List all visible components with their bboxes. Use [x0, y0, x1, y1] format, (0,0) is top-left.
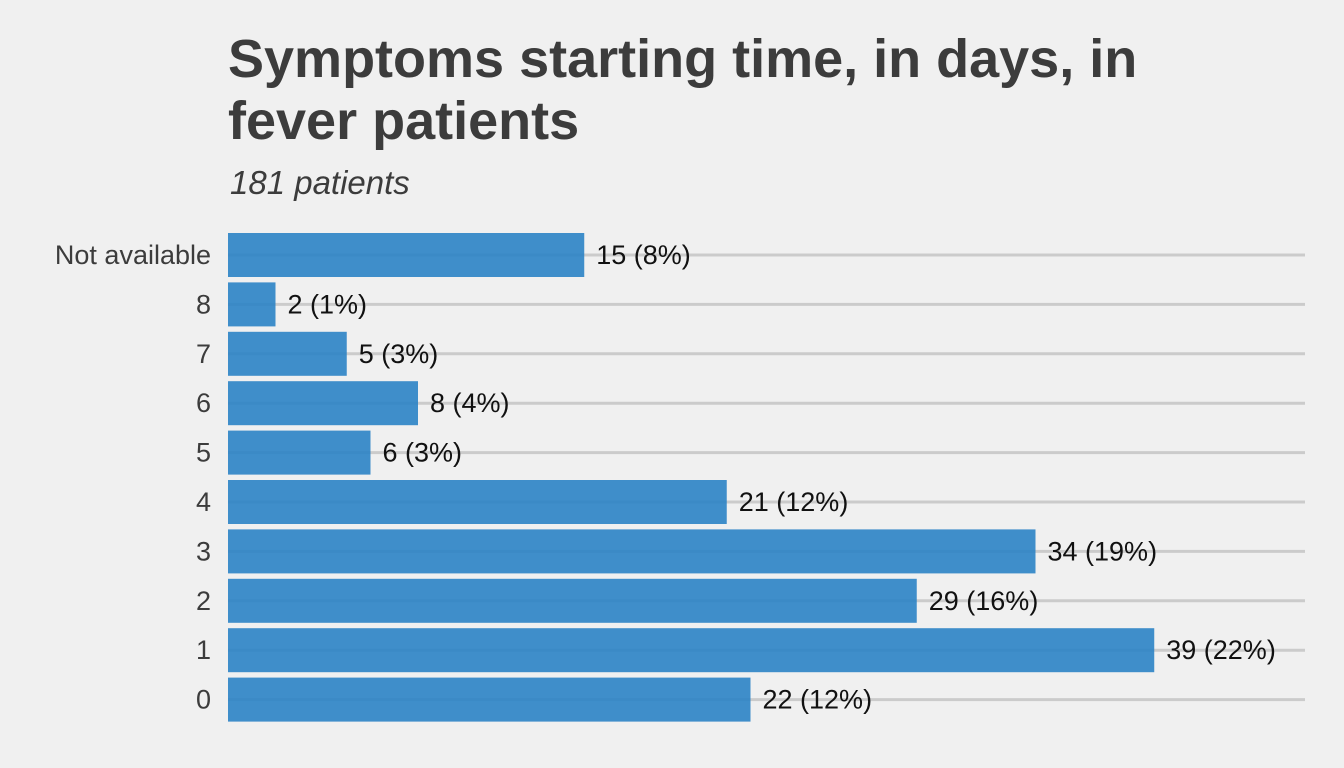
value-label: 6 (3%)	[383, 438, 463, 468]
category-label: 8	[196, 289, 211, 319]
category-label: 3	[196, 536, 211, 566]
category-label: 2	[196, 586, 211, 616]
bar	[228, 628, 1155, 673]
bar	[228, 480, 727, 524]
bars	[228, 233, 1155, 722]
category-label: 0	[196, 685, 211, 715]
category-label: 6	[196, 388, 211, 418]
labels: Not available 15 (8%) 8 2 (1%) 7 5 (3%) 6 8 (4%…	[55, 240, 1276, 715]
bar	[228, 233, 585, 277]
bar	[228, 381, 418, 426]
value-label: 15 (8%)	[596, 240, 691, 270]
category-label: Not available	[55, 240, 211, 270]
value-label: 5 (3%)	[359, 339, 439, 369]
bar	[228, 430, 371, 475]
value-label: 34 (19%)	[1048, 536, 1158, 566]
chart-title: Symptoms starting time, in days, in feve…	[228, 29, 1138, 151]
value-label: 8 (4%)	[430, 388, 510, 418]
bar	[228, 529, 1036, 574]
category-label: 4	[196, 487, 211, 517]
value-label: 22 (12%)	[763, 685, 873, 715]
value-label: 29 (16%)	[929, 586, 1039, 616]
bar	[228, 282, 276, 327]
category-label: 5	[196, 438, 211, 468]
bar	[228, 677, 751, 722]
value-label: 2 (1%)	[288, 289, 368, 319]
bar	[228, 578, 917, 623]
category-label: 1	[196, 635, 211, 665]
category-label: 7	[196, 339, 211, 369]
bar	[228, 331, 347, 376]
value-label: 21 (12%)	[739, 487, 849, 517]
value-label: 39 (22%)	[1166, 635, 1276, 665]
chart-subtitle: 181 patients	[230, 164, 410, 201]
